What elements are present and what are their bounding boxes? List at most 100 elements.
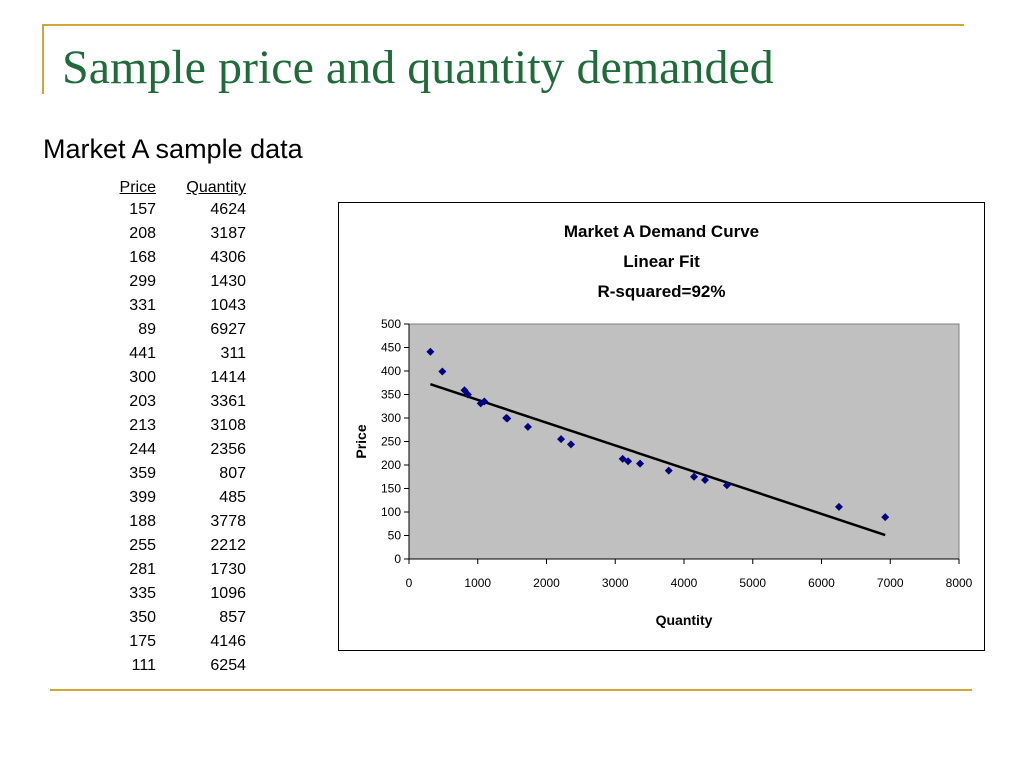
y-tick-label: 300 [381,411,401,425]
price-cell: 89 [138,321,156,338]
sample-data-table: Price Quantity 157 4624 208 3187 168 4306 299 1… [106,178,246,678]
table-row: 359 807 [106,462,246,486]
slide-subtitle: Market A sample data [43,134,303,164]
price-cell: 213 [129,417,156,434]
y-tick-label: 100 [381,505,401,519]
x-tick-label: 2000 [533,576,560,590]
quantity-cell: 3187 [210,225,246,242]
price-cell: 175 [129,633,156,650]
price-cell: 399 [129,489,156,506]
table-row: 281 1730 [106,558,246,582]
table-row: 335 1096 [106,582,246,606]
y-tick-label: 50 [388,529,402,543]
data-point [701,476,710,485]
price-cell: 300 [129,369,156,386]
table-row: 399 485 [106,486,246,510]
table-row: 89 6927 [106,318,246,342]
data-point [624,457,633,466]
table-row: 111 6254 [106,654,246,678]
quantity-header: Quantity [186,179,246,196]
price-cell: 255 [129,537,156,554]
x-tick-label: 5000 [739,576,766,590]
table-body: 157 4624 208 3187 168 4306 299 1430 331 1043 89 692… [106,198,246,678]
data-point [426,347,435,356]
chart-title-line-1: Market A Demand Curve [563,222,760,241]
data-point [618,454,627,463]
x-tick-label: 8000 [946,576,973,590]
table-row: 300 1414 [106,366,246,390]
x-tick-label: 3000 [602,576,629,590]
x-tick-label: 7000 [877,576,904,590]
chart-title-line-2: Linear Fit [623,252,700,271]
quantity-cell: 1430 [210,273,246,290]
quantity-cell: 1096 [210,585,246,602]
y-tick-label: 500 [381,317,401,331]
demand-chart: Market A Demand Curve Linear Fit R-squar… [338,202,985,651]
y-tick-label: 350 [381,388,401,402]
quantity-cell: 2212 [210,537,246,554]
quantity-cell: 857 [219,609,246,626]
quantity-cell: 4146 [210,633,246,650]
table-row: 157 4624 [106,198,246,222]
data-point [480,397,489,406]
plot-area [408,323,960,560]
data-point [523,422,532,431]
quantity-cell: 1730 [210,561,246,578]
data-point [690,472,699,481]
x-tick-label: 6000 [808,576,835,590]
data-point [881,513,890,522]
table-row: 299 1430 [106,270,246,294]
data-point [463,390,472,399]
y-tick-label: 250 [381,435,401,449]
quantity-cell: 485 [219,489,246,506]
quantity-cell: 3778 [210,513,246,530]
linear-fit-line [429,382,886,537]
price-cell: 299 [129,273,156,290]
x-axis-label: Quantity [656,612,713,628]
price-cell: 331 [129,297,156,314]
table-row: 208 3187 [106,222,246,246]
table-row: 175 4146 [106,630,246,654]
table-row: 350 857 [106,606,246,630]
quantity-cell: 807 [219,465,246,482]
table-row: 188 3778 [106,510,246,534]
data-point [722,481,731,490]
price-cell: 208 [129,225,156,242]
y-tick-label: 150 [381,482,401,496]
quantity-cell: 3361 [210,393,246,410]
quantity-cell: 6927 [210,321,246,338]
x-tick-label: 1000 [464,576,491,590]
data-point [502,414,511,422]
y-tick-label: 400 [381,364,401,378]
quantity-cell: 4624 [210,201,246,218]
quantity-cell: 4306 [210,249,246,266]
left-rule [42,24,44,94]
price-cell: 157 [129,201,156,218]
table-header-row: Price Quantity [106,178,246,198]
chart-title-line-3: R-squared=92% [597,282,726,301]
y-axis-label: Price [353,424,369,458]
quantity-cell: 1414 [210,369,246,386]
y-tick-label: 0 [394,552,401,566]
table-row: 441 311 [106,342,246,366]
x-tick-label: 4000 [671,576,698,590]
table-row: 244 2356 [106,438,246,462]
table-row: 203 3361 [106,390,246,414]
quantity-cell: 311 [220,345,246,362]
price-header: Price [119,179,156,196]
slide-title: Sample price and quantity demanded [62,41,774,94]
data-point [438,367,447,376]
quantity-cell: 3108 [210,417,246,434]
quantity-cell: 2356 [210,441,246,458]
table-row: 168 4306 [106,246,246,270]
quantity-cell: 1043 [210,297,246,314]
data-point [557,435,566,444]
price-cell: 168 [129,249,156,266]
y-tick-label: 200 [381,458,401,472]
price-cell: 203 [129,393,156,410]
price-cell: 359 [129,465,156,482]
price-cell: 188 [129,513,156,530]
bottom-rule [50,689,972,691]
table-row: 213 3108 [106,414,246,438]
